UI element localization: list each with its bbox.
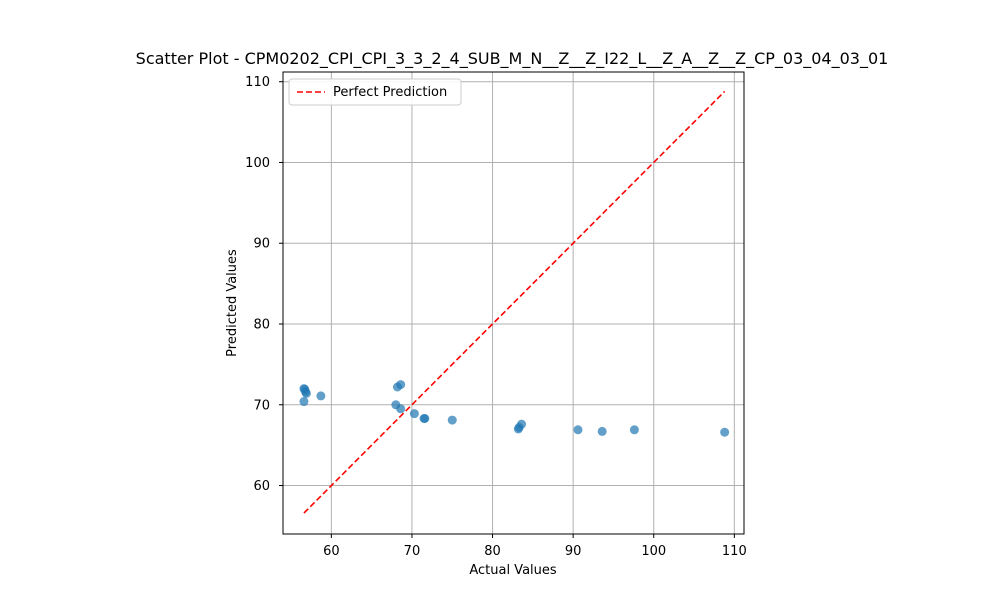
data-point — [720, 427, 730, 437]
y-tick-label: 110 — [245, 75, 270, 90]
data-point — [409, 409, 419, 419]
data-point — [316, 391, 326, 401]
data-point — [396, 380, 406, 390]
data-point — [299, 397, 309, 407]
y-tick-label: 90 — [253, 237, 270, 252]
y-axis-label: Predicted Values — [225, 249, 240, 357]
chart-title: Scatter Plot - CPM0202_CPI_CPI_3_3_2_4_S… — [136, 49, 889, 69]
data-point — [517, 419, 527, 429]
x-tick-label: 90 — [565, 544, 582, 559]
y-tick-label: 100 — [245, 156, 270, 171]
data-point — [629, 425, 639, 435]
y-tick-label: 70 — [253, 398, 270, 413]
legend-box — [288, 78, 462, 106]
data-point — [301, 388, 311, 398]
legend: Perfect Prediction — [288, 78, 462, 106]
x-axis-ticks: 60 70 80 90 100 110 — [323, 534, 747, 559]
data-point — [447, 415, 457, 425]
plot-frame — [282, 71, 745, 535]
perfect-prediction-line — [303, 90, 726, 514]
y-tick-label: 60 — [253, 479, 270, 494]
data-point — [396, 404, 406, 414]
data-point — [420, 414, 430, 423]
y-axis-ticks: 60 70 80 90 100 110 — [245, 75, 283, 494]
x-axis-label: Actual Values — [469, 563, 557, 578]
legend-label-perfect-prediction: Perfect Prediction — [333, 85, 447, 100]
y-tick-label: 80 — [253, 318, 270, 333]
data-point — [597, 426, 607, 436]
reference-line-layer — [303, 90, 726, 514]
x-tick-label: 80 — [484, 544, 501, 559]
x-tick-label: 100 — [641, 544, 666, 559]
x-tick-label: 110 — [722, 544, 747, 559]
x-tick-label: 70 — [404, 544, 421, 559]
data-points — [299, 380, 730, 437]
x-tick-label: 60 — [323, 544, 340, 559]
data-point — [573, 425, 583, 435]
